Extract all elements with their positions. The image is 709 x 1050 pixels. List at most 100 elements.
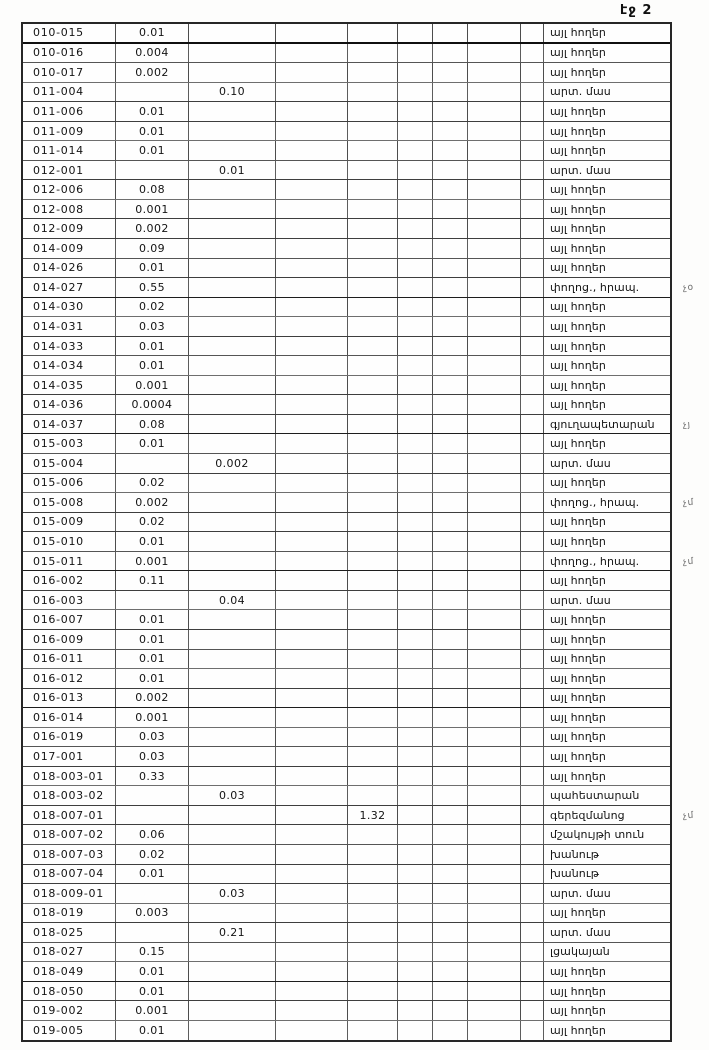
- cell-parcel-code: 015-011: [23, 551, 116, 571]
- cell-empty: [276, 199, 348, 219]
- cell-empty: [276, 981, 348, 1001]
- cell-empty: [468, 336, 521, 356]
- cell-area-col1: 0.002: [116, 63, 189, 82]
- cell-empty: [398, 766, 433, 786]
- cell-area-col4: [348, 1001, 398, 1020]
- cell-area-col4: [348, 551, 398, 571]
- cell-area-col4: [348, 942, 398, 962]
- cell-land-use: գյուղապետարան: [550, 417, 655, 431]
- cell-empty: [521, 454, 544, 473]
- table-row: 014-035 0.001 այլ հողեր: [23, 375, 670, 396]
- cell-area-col1: [116, 884, 189, 903]
- cell-empty: [433, 981, 468, 1001]
- cell-empty: [468, 493, 521, 512]
- cell-land-use: այլ հողեր: [550, 183, 606, 197]
- cell-empty: [276, 141, 348, 160]
- cell-empty: [433, 414, 468, 434]
- cell-empty: [521, 786, 544, 805]
- cell-parcel-code: 014-026: [23, 258, 116, 278]
- cell-empty: [276, 43, 348, 63]
- table-row: 018-027 0.15 լցակայան: [23, 942, 670, 963]
- cell-empty: [433, 493, 468, 512]
- cell-land-use: այլ հողեր: [550, 339, 606, 353]
- cell-empty: [398, 317, 433, 336]
- cell-empty: [468, 708, 521, 727]
- table-row: 014-031 0.03 այլ հողեր: [23, 317, 670, 337]
- cell-area-col2: [189, 747, 276, 766]
- table-row: 010-016 0.004 այլ հողեր: [23, 43, 670, 64]
- cell-area-col2: [189, 199, 276, 219]
- cell-area-col4: [348, 278, 398, 297]
- cell-land-use: այլ հողեր: [550, 359, 606, 373]
- cell-empty: [521, 82, 544, 102]
- cell-area-col4: [348, 395, 398, 414]
- cell-empty: [468, 805, 521, 825]
- cell-parcel-code: 018-007-03: [23, 844, 116, 864]
- cell-empty: [521, 317, 544, 336]
- cell-empty: [521, 805, 544, 825]
- cell-empty: [521, 942, 544, 962]
- cell-land-use: այլ հողեր: [550, 104, 606, 118]
- cell-empty: [398, 82, 433, 102]
- cell-land-use: այլ հողեր: [550, 398, 606, 412]
- cell-empty: [276, 669, 348, 688]
- cell-empty: [521, 766, 544, 786]
- cell-area-col1: 0.01: [116, 962, 189, 981]
- cell-area-col1: 0.01: [116, 1020, 189, 1041]
- table-row: 015-003 0.01 այլ հողեր: [23, 434, 670, 455]
- cell-area-col2: [189, 532, 276, 551]
- table-row: 016-019 0.03 այլ հողեր: [23, 727, 670, 748]
- cell-empty: [433, 688, 468, 708]
- cell-area-col2: [189, 278, 276, 297]
- cell-area-col1: 0.01: [116, 102, 189, 121]
- handwritten-margin-note: չմ: [682, 497, 695, 509]
- cell-area-col2: 0.03: [189, 884, 276, 903]
- cell-area-col1: 0.11: [116, 571, 189, 590]
- cell-empty: [276, 786, 348, 805]
- cell-parcel-code: 018-027: [23, 942, 116, 962]
- cell-area-col2: [189, 551, 276, 571]
- table-row: 014-027 0.55 փողոց., հրապ. չօ: [23, 278, 694, 298]
- cell-parcel-code: 016-011: [23, 649, 116, 669]
- cell-empty: [468, 962, 521, 981]
- cell-area-col2: [189, 708, 276, 727]
- cell-empty: [276, 864, 348, 884]
- cell-parcel-code: 017-001: [23, 747, 116, 766]
- cell-empty: [468, 454, 521, 473]
- cell-area-col2: [189, 63, 276, 82]
- cell-land-use: այլ հողեր: [550, 769, 606, 783]
- cell-empty: [468, 1001, 521, 1020]
- cell-area-col1: [116, 805, 189, 825]
- cell-empty: [398, 102, 433, 121]
- cell-empty: [521, 649, 544, 669]
- cell-empty: [468, 864, 521, 884]
- cell-empty: [468, 884, 521, 903]
- table-row: 018-007-04 0.01 խանութ: [23, 864, 670, 885]
- cell-area-col4: [348, 199, 398, 219]
- cell-area-col4: [348, 649, 398, 669]
- cell-empty: [433, 239, 468, 258]
- cell-area-col4: [348, 766, 398, 786]
- cell-empty: [468, 844, 521, 864]
- cell-empty: [433, 121, 468, 141]
- cell-land-use: փողոց., հրապ.: [550, 495, 640, 509]
- table-row: 015-009 0.02 այլ հողեր: [23, 512, 670, 533]
- cell-empty: [433, 336, 468, 356]
- cell-empty: [468, 180, 521, 199]
- cell-empty: [433, 82, 468, 102]
- table-row: 016-011 0.01 այլ հողեր: [23, 649, 670, 670]
- cell-empty: [276, 102, 348, 121]
- cell-empty: [521, 747, 544, 766]
- cell-area-col4: [348, 669, 398, 688]
- cell-parcel-code: 011-006: [23, 102, 116, 121]
- cell-area-col1: 0.003: [116, 903, 189, 923]
- table-row: 016-002 0.11 այլ հողեր: [23, 571, 670, 591]
- table-row: 011-009 0.01 այլ հողեր: [23, 121, 670, 142]
- cell-area-col2: [189, 669, 276, 688]
- cell-area-col4: [348, 317, 398, 336]
- cell-empty: [276, 121, 348, 141]
- cell-empty: [433, 180, 468, 199]
- cell-empty: [398, 727, 433, 747]
- cell-area-col4: [348, 844, 398, 864]
- cell-parcel-code: 014-031: [23, 317, 116, 336]
